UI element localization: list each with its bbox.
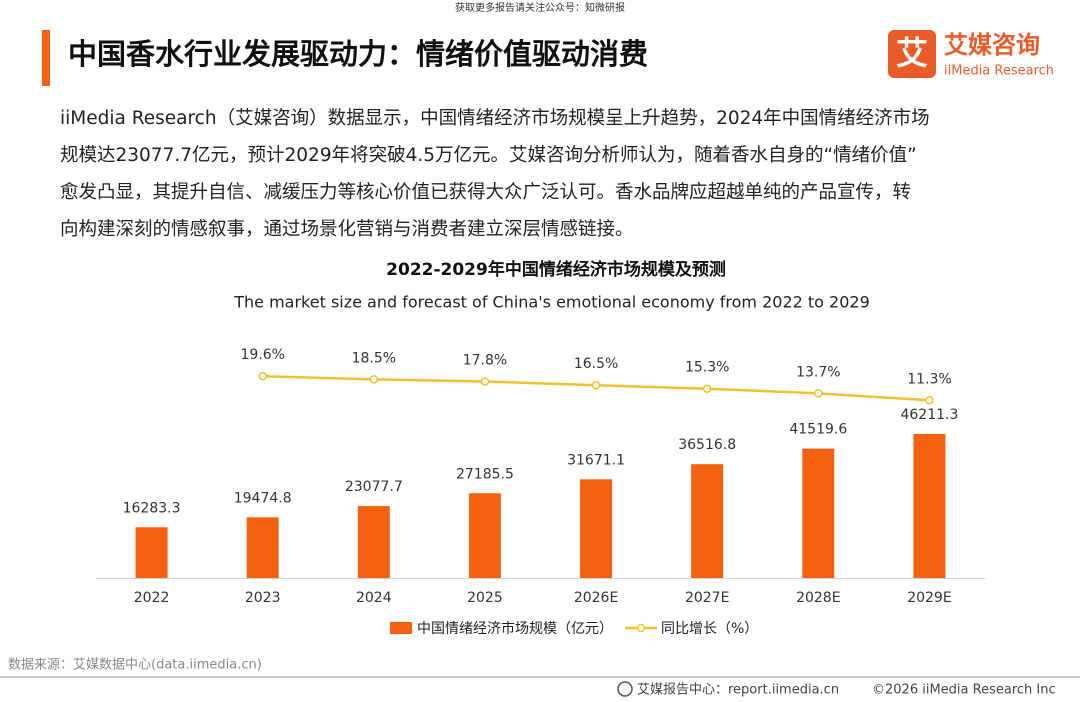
paragraph-line: 愈发凸显，其提升自信、减缓压力等核心价值已获得大众广泛认可。香水品牌应超越单纯的… — [60, 182, 911, 203]
data-label: 19.6% — [240, 347, 284, 363]
line-point — [369, 375, 379, 384]
line-point — [591, 380, 601, 390]
line-point — [258, 371, 267, 381]
notice: 获取更多报告请关注公众号：知微研报 — [455, 1, 625, 14]
x-tick-label: 2028E — [796, 590, 840, 606]
data-label: 27185.5 — [456, 466, 514, 482]
copyright: ©2026 iiMedia Research Inc — [872, 683, 1056, 698]
bar — [357, 506, 390, 578]
data-label: 16283.3 — [123, 500, 181, 516]
line-point — [925, 396, 934, 405]
logo-mark: 艾 — [896, 34, 928, 72]
data-label: 19474.8 — [234, 490, 292, 506]
source: 数据来源：艾媒数据中心(data.iimedia.cn) — [8, 658, 262, 673]
x-tick-label: 2027E — [685, 590, 729, 606]
paragraph-line: iiMedia Research（艾媒咨询）数据显示，中国情绪经济市场规模呈上升… — [60, 108, 930, 129]
bar — [246, 517, 279, 578]
data-label: 23077.7 — [345, 479, 403, 495]
chart-title: 2022-2029年中国情绪经济市场规模及预测 — [386, 259, 726, 280]
data-label: 41519.6 — [789, 422, 847, 438]
data-label: 46211.3 — [900, 407, 958, 423]
x-tick-label: 2026E — [574, 590, 618, 606]
bar — [468, 493, 501, 578]
title-accent — [42, 30, 50, 86]
line-point — [480, 377, 490, 386]
x-tick-label: 2024 — [356, 590, 392, 606]
footer-icon — [617, 681, 633, 697]
line-point — [814, 389, 823, 398]
logo-name: 艾媒咨询 — [944, 31, 1040, 59]
x-tick-label: 2025 — [467, 590, 503, 606]
logo-box — [888, 30, 936, 78]
bar — [580, 479, 613, 578]
logo-en: iiMedia Research — [944, 64, 1054, 79]
data-label: 15.3% — [685, 360, 729, 376]
chart-subtitle: The market size and forecast of China's … — [233, 293, 870, 312]
data-label: 18.5% — [352, 350, 396, 366]
legend-swatch — [390, 622, 412, 634]
bar — [691, 464, 724, 578]
data-label: 31671.1 — [567, 452, 625, 468]
x-tick-label: 2022 — [134, 590, 170, 606]
data-label: 13.7% — [796, 364, 840, 380]
legend-label: 中国情绪经济市场规模（亿元） — [417, 620, 613, 637]
paragraph-line: 向构建深刻的情感叙事，通过场景化营销与消费者建立深层情感链接。 — [60, 219, 634, 240]
data-label: 17.8% — [463, 352, 507, 368]
bar — [913, 433, 946, 578]
bar — [802, 448, 835, 578]
data-label: 36516.8 — [678, 437, 736, 453]
line-point — [702, 384, 712, 393]
x-tick-label: 2023 — [245, 590, 281, 606]
legend-label: 同比增长（%） — [661, 621, 758, 637]
paragraph: iiMedia Research（艾媒咨询）数据显示，中国情绪经济市场规模呈上升… — [60, 108, 930, 240]
page-title: 中国香水行业发展驱动力：情绪价值驱动消费 — [68, 37, 648, 71]
bar — [135, 527, 168, 578]
legend-marker — [636, 623, 646, 633]
paragraph-line: 规模达23077.7亿元，预计2029年将突破4.5万亿元。艾媒咨询分析师认为，… — [60, 145, 917, 166]
data-label: 16.5% — [574, 356, 618, 372]
x-tick-label: 2029E — [907, 590, 951, 606]
data-label: 11.3% — [907, 371, 951, 387]
footer-center: 艾媒报告中心：report.iimedia.cn — [637, 683, 839, 698]
